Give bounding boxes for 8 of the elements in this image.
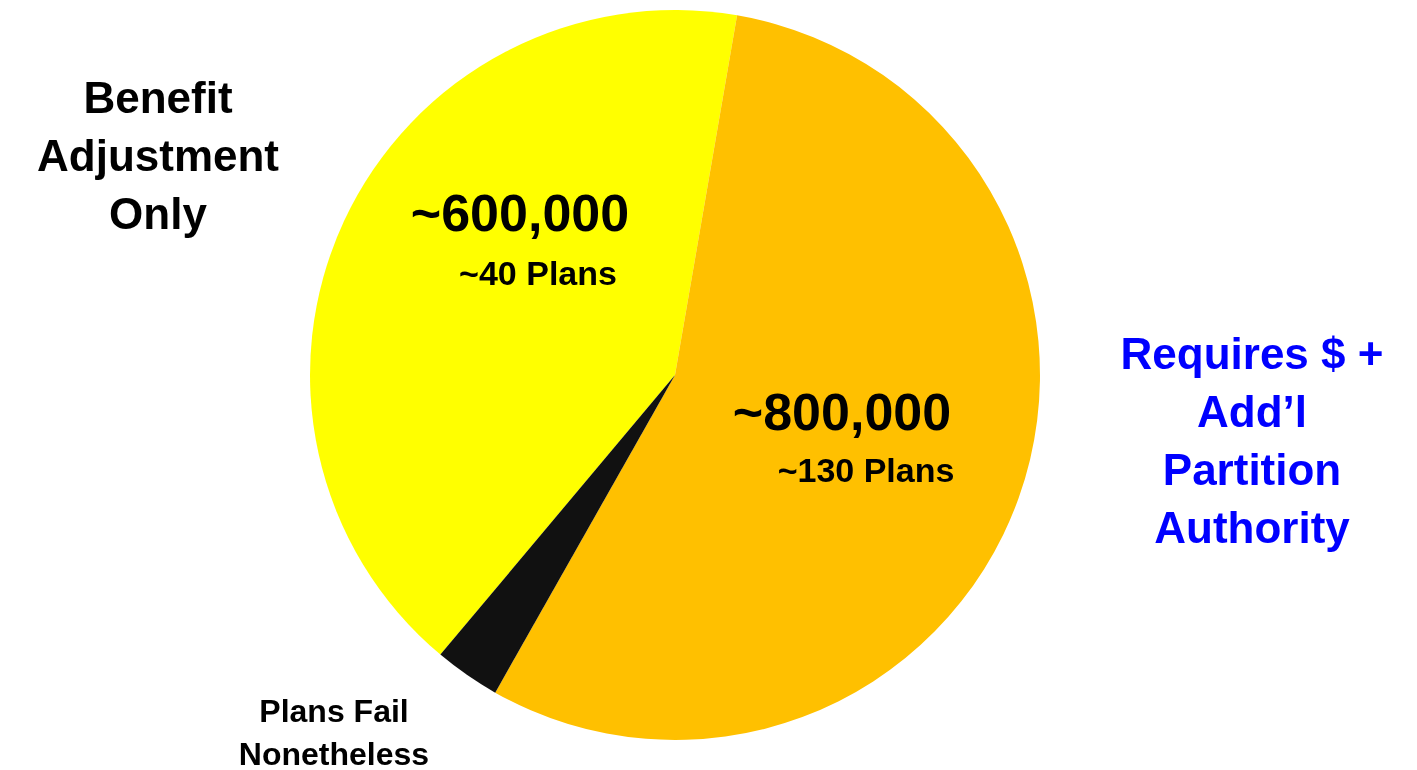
text: ~40 Plans	[459, 254, 617, 292]
pie-slice	[440, 375, 675, 693]
slice-label: Benefit Adjustment Only	[37, 73, 280, 238]
slice-label: Requires $ + Add’l Partition Authority	[1120, 329, 1384, 552]
text: ~130 Plans	[777, 451, 955, 489]
data-label: ~800,000	[732, 383, 952, 441]
slice-label: Plans Fail Nonetheless	[238, 693, 430, 770]
data-label: ~600,000	[410, 184, 630, 242]
